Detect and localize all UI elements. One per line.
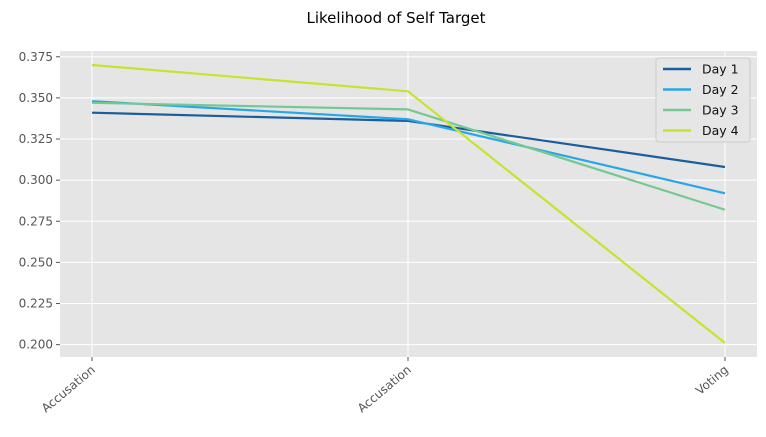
y-tick-label: 0.275 xyxy=(19,214,53,228)
x-tick-label: Accusation xyxy=(39,363,98,416)
series-line-day-3 xyxy=(91,101,726,211)
y-tick-label: 0.375 xyxy=(19,50,53,64)
y-tick-label: 0.225 xyxy=(19,297,53,311)
series-line-day-1 xyxy=(91,111,726,169)
x-tick-label: Voting xyxy=(693,363,731,398)
y-axis: 0.200 0.225 0.250 0.275 0.300 0.325 0.350 0.375 xyxy=(19,50,60,352)
y-tick-label: 0.250 xyxy=(19,255,53,269)
series-lines xyxy=(91,63,726,344)
chart-title: Likelihood of Self Target xyxy=(307,9,486,27)
legend-label: Day 1 xyxy=(702,62,739,77)
legend-label: Day 4 xyxy=(702,123,739,138)
series-line-day-2 xyxy=(91,100,726,195)
legend: Day 1 Day 2 Day 3 Day 4 xyxy=(655,57,751,143)
y-tick-label: 0.200 xyxy=(19,338,53,352)
x-tick-label: Accusation xyxy=(355,363,414,416)
legend-label: Day 2 xyxy=(702,82,739,97)
legend-label: Day 3 xyxy=(702,103,739,118)
series-line-day-4 xyxy=(91,63,726,344)
x-axis: Accusation Accusation Voting xyxy=(39,357,731,415)
y-tick-label: 0.300 xyxy=(19,173,53,187)
y-tick-label: 0.325 xyxy=(19,132,53,146)
legend-box xyxy=(655,57,751,143)
y-tick-label: 0.350 xyxy=(19,91,53,105)
